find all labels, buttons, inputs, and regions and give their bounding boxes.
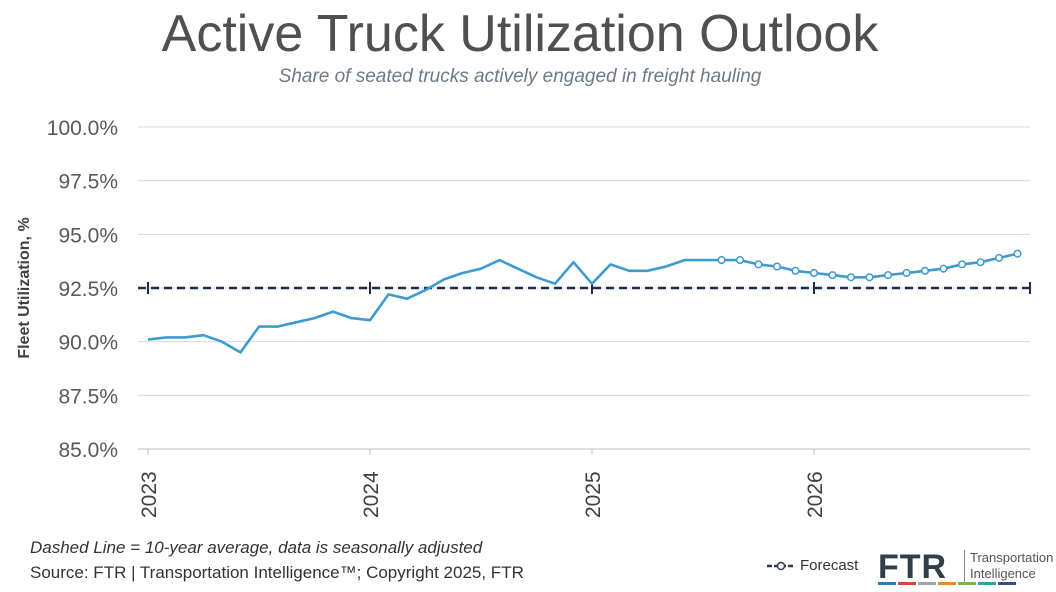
chart-title: Active Truck Utilization Outlook xyxy=(161,5,879,63)
actual-series-line xyxy=(147,258,722,354)
forecast-point xyxy=(717,256,726,265)
logo-bar-teal xyxy=(978,582,996,585)
logo-bar-orange xyxy=(938,582,956,585)
x-tick-label: 2026 xyxy=(804,471,827,518)
forecast-point xyxy=(994,253,1004,262)
forecast-point xyxy=(976,258,985,267)
forecast-point xyxy=(883,271,893,280)
logo-mark: FTR xyxy=(878,548,948,586)
forecast-point xyxy=(735,256,745,265)
forecast-point xyxy=(828,271,837,280)
ftr-logo: FTR Transportation Intelligence xyxy=(878,546,1053,588)
y-tick-label: 85.0% xyxy=(58,439,118,462)
y-tick-label: 92.5% xyxy=(58,278,118,301)
utilization-chart: 100.0% 97.5% 95.0% 92.5% 90.0% 87.5% 85.0% 2023… xyxy=(16,117,1031,518)
logo-line1: Transportation xyxy=(970,550,1054,565)
logo-bar-gray xyxy=(918,582,936,585)
logo-bar-green xyxy=(958,582,976,585)
legend: Forecast xyxy=(766,557,858,574)
forecast-point xyxy=(846,273,856,282)
source-text: Source: FTR | Transportation Intelligenc… xyxy=(30,563,524,582)
logo-divider xyxy=(964,550,965,582)
y-tick-label: 87.5% xyxy=(58,385,118,408)
logo-bar-navy xyxy=(998,582,1016,585)
forecast-point xyxy=(791,266,800,275)
y-axis-label: Fleet Utilization, % xyxy=(16,217,33,358)
x-tick-label: 2024 xyxy=(360,471,383,518)
forecast-point xyxy=(957,260,967,269)
forecast-point xyxy=(772,262,782,271)
forecast-point xyxy=(920,266,930,275)
y-tick-label: 90.0% xyxy=(58,332,118,355)
logo-line2: Intelligence xyxy=(970,566,1036,581)
chart-subtitle: Share of seated trucks actively engaged … xyxy=(278,66,762,87)
footnote: Dashed Line = 10-year average, data is s… xyxy=(30,538,483,557)
y-tick-label: 100.0% xyxy=(47,117,118,140)
forecast-point xyxy=(939,264,948,273)
forecast-legend-icon xyxy=(767,561,795,570)
forecast-point xyxy=(1013,249,1022,258)
x-tick-label: 2023 xyxy=(138,471,161,518)
y-tick-label: 97.5% xyxy=(58,171,118,194)
forecast-legend-label: Forecast xyxy=(800,557,859,574)
forecast-point xyxy=(902,268,911,278)
forecast-point xyxy=(809,268,819,278)
y-tick-label: 95.0% xyxy=(58,224,118,247)
forecast-point xyxy=(754,260,763,269)
logo-bar-red xyxy=(898,582,916,585)
logo-bar-blue xyxy=(878,582,896,585)
x-tick-label: 2025 xyxy=(582,471,605,518)
forecast-point xyxy=(865,273,874,282)
